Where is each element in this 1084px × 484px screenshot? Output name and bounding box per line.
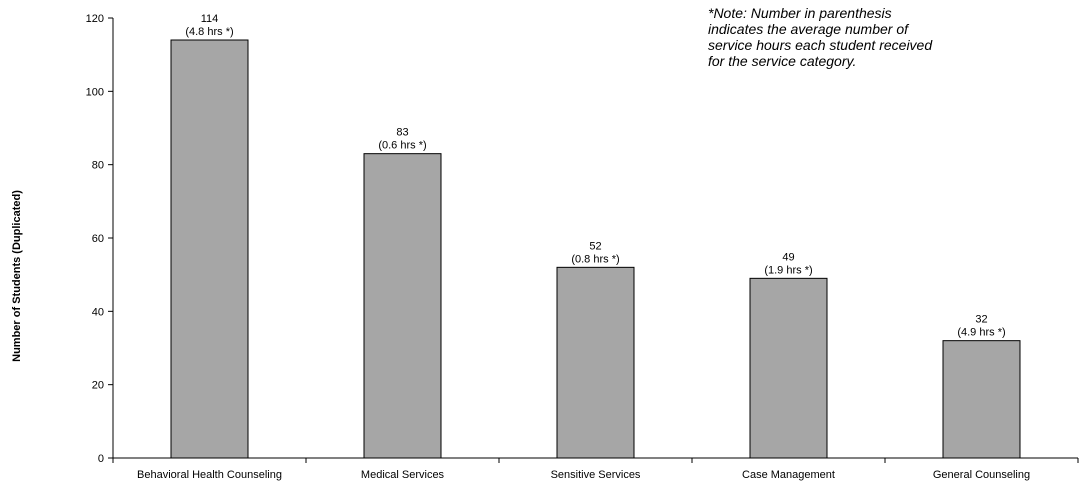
y-tick-label: 80 bbox=[92, 160, 104, 172]
bar-count-label: 49 bbox=[782, 251, 794, 263]
y-tick-label: 20 bbox=[92, 380, 104, 392]
bar bbox=[170, 39, 249, 459]
bar-count-label: 83 bbox=[396, 127, 408, 139]
y-tick-label: 60 bbox=[92, 233, 104, 245]
x-category-label: Case Management bbox=[742, 469, 835, 481]
data-labels: 114(4.8 hrs *) 83(0.6 hrs *) 52(0.8 hrs *)… bbox=[185, 13, 1005, 339]
bar-count-label: 114 bbox=[201, 13, 219, 25]
bar-hours-label: (0.8 hrs *) bbox=[571, 253, 619, 265]
y-tick-label: 120 bbox=[86, 13, 104, 25]
x-category-label: Medical Services bbox=[361, 469, 445, 481]
bar-count-label: 32 bbox=[975, 314, 987, 326]
y-axis-ticks: 0 20 40 60 80 100 120 bbox=[86, 13, 113, 465]
y-tick-label: 40 bbox=[92, 306, 104, 318]
x-category-label: Behavioral Health Counseling bbox=[137, 469, 282, 481]
bar bbox=[749, 277, 828, 459]
bars bbox=[170, 39, 1021, 459]
y-axis-title: Number of Students (Duplicated) bbox=[11, 190, 23, 362]
bar-count-label: 52 bbox=[589, 240, 601, 252]
x-category-label: Sensitive Services bbox=[551, 469, 641, 481]
bar bbox=[942, 340, 1021, 459]
x-category-label: General Counseling bbox=[933, 469, 1030, 481]
bar bbox=[556, 266, 635, 459]
x-axis-labels: Behavioral Health Counseling Medical Serv… bbox=[137, 469, 1030, 481]
bar-hours-label: (4.8 hrs *) bbox=[185, 26, 233, 38]
bar bbox=[363, 153, 442, 459]
chart-note: *Note: Number in parenthesis indicates t… bbox=[708, 5, 933, 69]
bar-hours-label: (4.9 hrs *) bbox=[957, 327, 1005, 339]
y-tick-label: 0 bbox=[98, 453, 104, 465]
bar-hours-label: (1.9 hrs *) bbox=[764, 264, 812, 276]
y-tick-label: 100 bbox=[86, 86, 104, 98]
bar-hours-label: (0.6 hrs *) bbox=[378, 140, 426, 152]
